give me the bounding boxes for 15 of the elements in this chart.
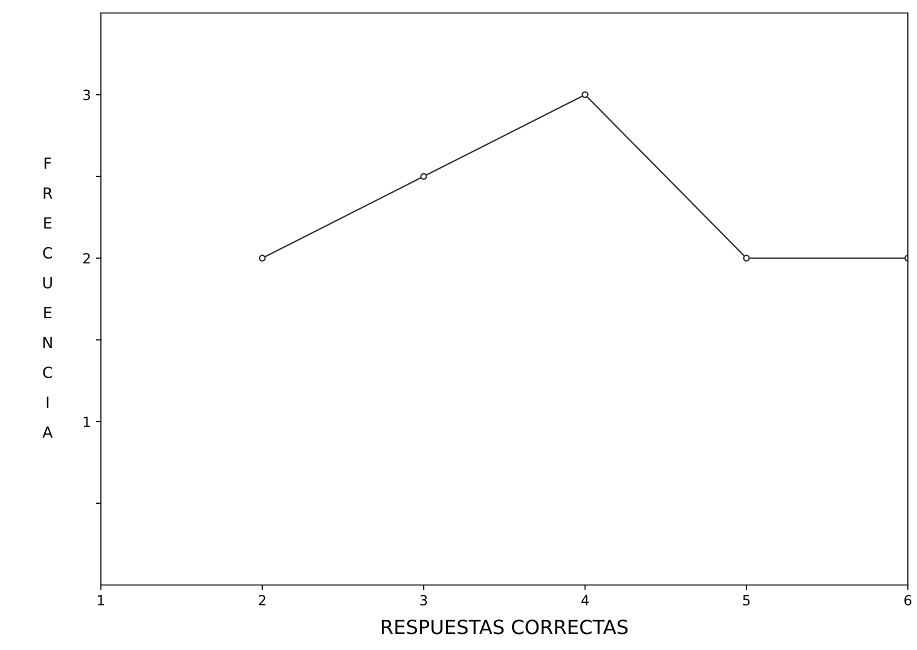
x-axis-title: RESPUESTAS CORRECTAS [382,620,628,634]
x-tick-label: 1 [98,595,104,606]
x-tick-label: 5 [743,595,750,606]
y-tick-label: 2 [83,253,90,264]
x-tick-label: 4 [581,595,589,606]
y-tick-label: 1 [84,416,90,427]
x-tick-label: 6 [904,594,912,606]
text: FRECUENCIA [42,158,53,438]
point [420,172,428,180]
y-tick-label: 3 [83,90,90,100]
point [742,254,750,262]
point [258,254,266,262]
point [582,91,589,98]
x-tick-label: 2 [258,594,266,606]
x-tick-label: 3 [420,594,427,606]
